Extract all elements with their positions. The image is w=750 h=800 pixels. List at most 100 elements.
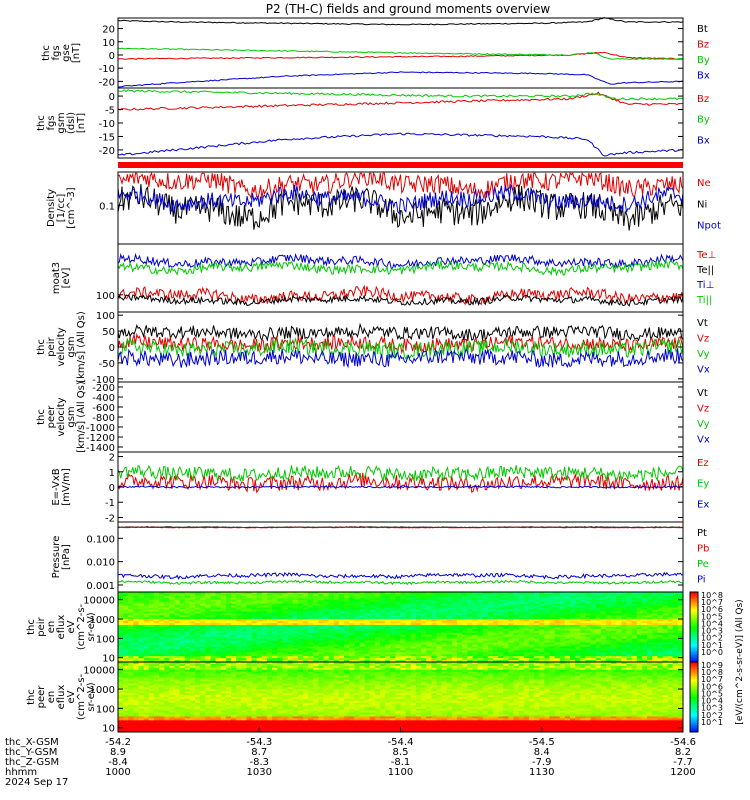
heatmap-cell	[636, 609, 643, 612]
heatmap-cell	[503, 656, 509, 659]
heatmap-cell	[241, 642, 247, 645]
heatmap-cell	[184, 601, 191, 605]
heatmap-cell	[652, 638, 658, 642]
heatmap-cell	[179, 601, 186, 605]
heatmap-cell	[118, 646, 124, 649]
heatmap-cell	[174, 636, 181, 640]
heatmap-cell	[492, 621, 499, 624]
heatmap-cell	[133, 615, 140, 618]
heatmap-cell	[662, 599, 669, 603]
heatmap-cell	[575, 644, 581, 647]
heatmap-cell	[374, 592, 381, 595]
heatmap-cell	[611, 671, 617, 675]
heatmap-cell	[318, 597, 324, 601]
heatmap-cell	[266, 673, 273, 677]
heatmap-cell	[364, 621, 371, 624]
heatmap-cell	[431, 630, 437, 634]
heatmap-cell	[128, 660, 134, 663]
heatmap-cell	[215, 662, 222, 665]
heatmap-cell	[164, 628, 170, 632]
heatmap-cell	[385, 638, 391, 642]
heatmap-cell	[580, 667, 586, 671]
heatmap-cell	[302, 642, 309, 645]
heatmap-cell	[580, 592, 586, 595]
heatmap-cell	[585, 638, 592, 642]
heatmap-cell	[374, 625, 381, 628]
heatmap-cell	[241, 632, 247, 636]
heatmap-cell	[641, 611, 648, 614]
heatmap-cell	[272, 634, 278, 638]
heatmap-cell	[575, 623, 581, 626]
heatmap-cell	[189, 660, 196, 663]
heatmap-cell	[616, 663, 622, 667]
heatmap-cell	[616, 599, 622, 603]
heatmap-cell	[436, 648, 443, 651]
heatmap-cell	[672, 646, 679, 649]
heatmap-cell	[652, 611, 658, 614]
heatmap-cell	[472, 623, 479, 626]
heatmap-cell	[333, 603, 340, 607]
heatmap-cell	[200, 607, 206, 610]
heatmap-cell	[462, 613, 468, 616]
heatmap-cell	[195, 609, 201, 612]
heatmap-cell	[492, 652, 499, 655]
heatmap-cell	[647, 613, 653, 616]
heatmap-cell	[313, 623, 319, 626]
heatmap-cell	[287, 650, 294, 653]
heatmap-cell	[462, 648, 468, 651]
heatmap-cell	[179, 669, 186, 673]
heatmap-cell	[631, 663, 638, 667]
heatmap-cell	[467, 603, 473, 607]
heatmap-cell	[328, 611, 335, 614]
heatmap-cell	[636, 640, 643, 644]
heatmap-cell	[595, 648, 602, 651]
heatmap-cell	[133, 623, 140, 626]
heatmap-cell	[415, 599, 422, 603]
heatmap-cell	[205, 625, 211, 628]
heatmap-cell	[369, 634, 376, 638]
heatmap-cell	[164, 656, 170, 659]
heatmap-cell	[251, 593, 258, 597]
heatmap-cell	[477, 654, 484, 657]
heatmap-cell	[641, 623, 648, 626]
heatmap-cell	[277, 601, 283, 605]
heatmap-cell	[662, 673, 669, 677]
heatmap-cell	[636, 667, 643, 671]
heatmap-cell	[518, 658, 525, 661]
heatmap-cell	[143, 599, 150, 603]
heatmap-cell	[528, 621, 535, 624]
heatmap-cell	[287, 611, 294, 614]
heatmap-cell	[153, 615, 160, 618]
heatmap-cell	[508, 667, 514, 671]
heatmap-cell	[210, 619, 217, 622]
heatmap-cell	[266, 623, 273, 626]
heatmap-cell	[462, 673, 468, 677]
heatmap-cell	[390, 623, 396, 626]
heatmap-cell	[349, 599, 355, 603]
heatmap-cell	[236, 625, 242, 628]
heatmap-cell	[595, 662, 602, 665]
heatmap-cell	[328, 603, 335, 607]
heatmap-cell	[297, 607, 304, 610]
heatmap-cell	[200, 638, 206, 642]
heatmap-cell	[487, 597, 494, 601]
heatmap-cell	[277, 634, 283, 638]
heatmap-cell	[395, 662, 401, 665]
heatmap-cell	[564, 611, 571, 614]
heatmap-cell	[241, 603, 247, 607]
heatmap-cell	[169, 669, 175, 673]
heatmap-cell	[272, 652, 278, 655]
heatmap-cell	[256, 656, 263, 659]
heatmap-cell	[410, 611, 417, 614]
heatmap-cell	[205, 592, 211, 595]
heatmap-cell	[251, 662, 258, 665]
heatmap-cell	[179, 617, 186, 620]
heatmap-cell	[333, 627, 340, 630]
heatmap-cell	[462, 665, 468, 669]
heatmap-cell	[390, 593, 396, 597]
heatmap-cell	[236, 671, 242, 675]
heatmap-cell	[472, 669, 479, 673]
heatmap-cell	[292, 619, 299, 622]
heatmap-cell	[349, 605, 355, 609]
heatmap-cell	[231, 597, 237, 601]
